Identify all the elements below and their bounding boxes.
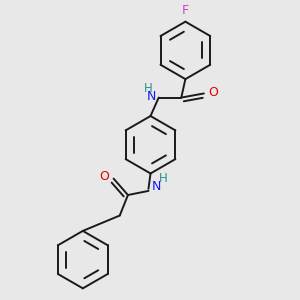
Text: N: N — [146, 90, 156, 103]
Text: H: H — [158, 172, 167, 185]
Text: N: N — [152, 180, 161, 193]
Text: H: H — [144, 82, 153, 95]
Text: O: O — [208, 86, 218, 99]
Text: F: F — [182, 4, 189, 16]
Text: O: O — [100, 170, 110, 183]
